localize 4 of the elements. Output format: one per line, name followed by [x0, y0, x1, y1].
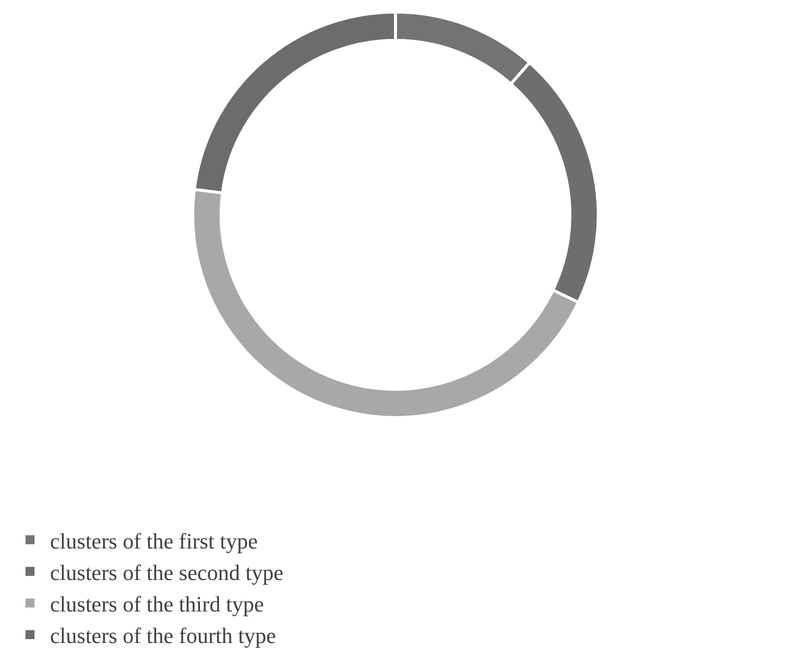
legend-label: clusters of the first type — [50, 528, 258, 554]
legend-label: clusters of the third type — [50, 592, 264, 617]
legend-label: clusters of the second type — [50, 560, 284, 585]
legend-label: clusters of the fourth type — [50, 623, 276, 648]
